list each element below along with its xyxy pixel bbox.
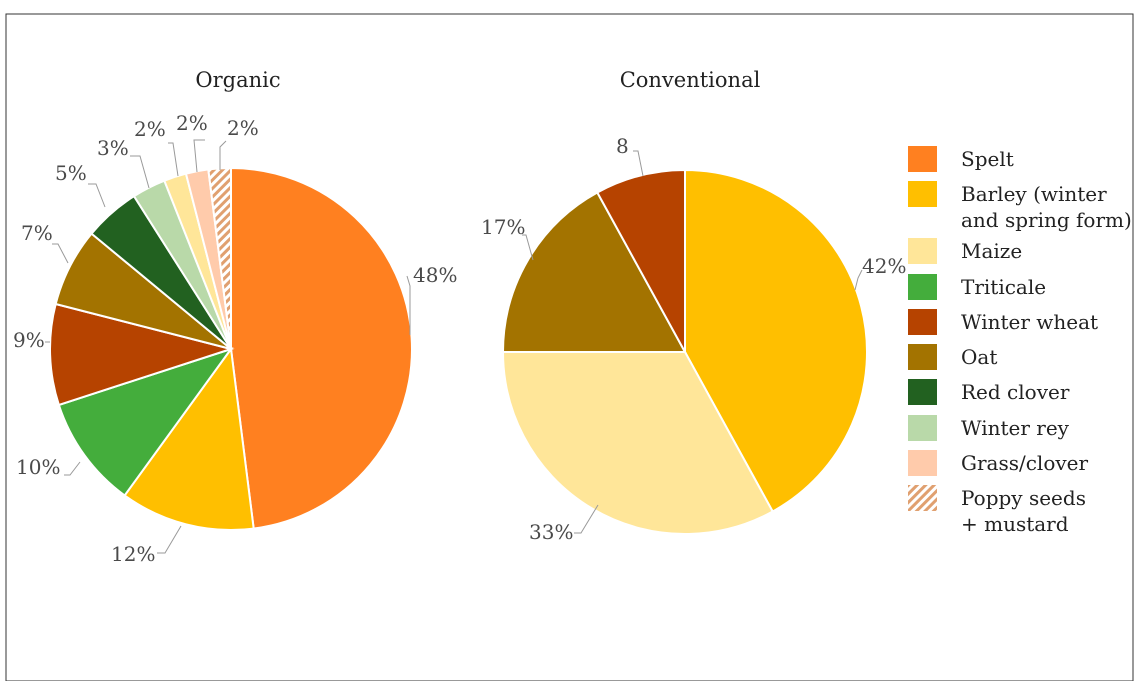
conventional-leader-line-oat [522, 234, 534, 261]
organic-pie: 48%12%10%9%7%5%3%2% 2% 2% [13, 111, 457, 566]
legend-swatch-oat [908, 344, 937, 370]
conventional-slice-winter-wheat [595, 168, 686, 353]
organic-leader-line-triticale [64, 461, 81, 476]
organic-leader-line-spelt [406, 275, 411, 335]
legend-label-oat: Oat [961, 345, 997, 369]
organic-leader-line-poppy-seeds-mustard [219, 140, 227, 170]
conventional-leader-line-maize [574, 504, 599, 534]
organic-leader-line-oat [52, 243, 69, 264]
legend-label-triticale: Triticale [961, 275, 1046, 299]
organic-data-label-maize: 2% [134, 117, 166, 141]
conventional-data-label-maize: 33% [529, 520, 573, 544]
legend-label-maize: Maize [961, 239, 1022, 263]
organic-data-label-winter-rey: 3% [97, 136, 129, 160]
organic-data-label-red-clover: 5% [55, 161, 87, 185]
organic-pie-title: Organic [195, 68, 280, 92]
legend-label-winter-rey: Winter rey [961, 416, 1070, 440]
legend-swatch-winter-wheat [908, 309, 937, 335]
legend-swatch-triticale [908, 274, 937, 300]
organic-leader-line-maize [168, 142, 179, 177]
organic-leader-line-barley-winter-and-spring-form [157, 525, 182, 554]
organic-slice-triticale [57, 347, 234, 497]
organic-slice-barley-winter-and-spring-form [123, 346, 255, 531]
legend-swatch-maize [908, 238, 937, 264]
legend-label-barley-winter-and-spring-form: and spring form) [961, 208, 1132, 232]
organic-leader-line-red-clover [88, 183, 106, 208]
conventional-slice-oat [501, 191, 687, 353]
legend-label-poppy-seeds-mustard: Poppy seeds [961, 486, 1086, 510]
organic-slice-spelt [230, 166, 413, 530]
organic-leader-line-winter-rey [130, 155, 150, 189]
organic-data-label-spelt: 48% [413, 263, 457, 287]
organic-data-label-poppy-seeds-mustard: 2% [227, 116, 259, 140]
legend-label-poppy-seeds-mustard: + mustard [961, 512, 1069, 536]
conventional-slice-barley-winter-and-spring-form [684, 168, 868, 513]
conventional-data-label-barley-winter-and-spring-form: 42% [862, 254, 906, 278]
organic-slice-winter-wheat [49, 302, 235, 407]
legend-swatch-red-clover [908, 379, 937, 405]
legend-swatch-grass-clover [908, 450, 937, 476]
organic-data-label-triticale: 10% [16, 455, 60, 479]
legend-label-winter-wheat: Winter wheat [961, 310, 1098, 334]
legend-label-barley-winter-and-spring-form: Barley (winter [961, 182, 1107, 206]
conventional-leader-line-barley-winter-and-spring-form [854, 269, 863, 291]
legend-label-spelt: Spelt [961, 147, 1014, 171]
organic-data-label-barley-winter-and-spring-form: 12% [111, 542, 155, 566]
conventional-pie-title: Conventional [620, 68, 761, 92]
organic-leader-line-grass-clover [193, 139, 205, 173]
legend-label-grass-clover: Grass/clover [961, 451, 1089, 475]
conventional-data-label-winter-wheat: 8 [616, 134, 629, 158]
organic-data-label-winter-wheat: 9% [13, 328, 45, 352]
conventional-slice-maize [501, 351, 775, 535]
conventional-pie: 42% 33% 17% 8 [481, 134, 906, 544]
legend-swatch-barley-winter-and-spring-form [908, 181, 937, 207]
legend-swatch-poppy-seeds-mustard [908, 485, 937, 511]
legend-swatch-winter-rey [908, 415, 937, 441]
conventional-leader-line-winter-wheat [633, 150, 644, 177]
organic-data-label-oat: 7% [21, 221, 53, 245]
conventional-data-label-oat: 17% [481, 215, 525, 239]
legend-label-red-clover: Red clover [961, 380, 1070, 404]
organic-data-label-grass-clover: 2% [176, 111, 208, 135]
legend-swatch-spelt [908, 146, 937, 172]
